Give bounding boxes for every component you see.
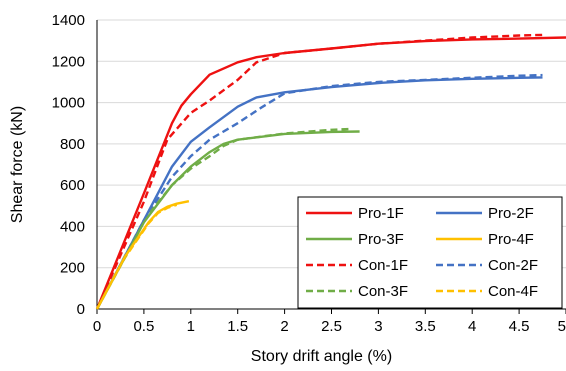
legend-label-pro-2f: Pro-2F [488,205,534,222]
x-tick-label: 4 [468,318,476,335]
x-tick-label: 0.5 [133,318,154,335]
x-tick-label: 1.5 [227,318,248,335]
y-tick-label: 0 [77,301,85,318]
y-tick-label: 800 [60,136,85,153]
y-tick-labels: 0 200 400 600 800 1000 1200 1400 [52,12,85,318]
legend-label-con-4f: Con-4F [488,283,538,300]
series-line-pro-3f [95,130,360,310]
series-line-pro-1f [95,36,566,310]
x-tick-labels: 0 0.5 1 1.5 2 2.5 3 3.5 4 4.5 5 [93,318,566,335]
x-tick-label: 2 [280,318,288,335]
legend-label-con-2f: Con-2F [488,257,538,274]
y-tick-label: 400 [60,218,85,235]
axes [96,20,566,314]
y-tick-label: 1000 [52,95,85,112]
x-tick-label: 1 [187,318,195,335]
y-tick-label: 1400 [52,12,85,29]
legend-box [297,196,563,309]
legend-label-pro-4f: Pro-4F [488,231,534,248]
legend-label-con-3f: Con-3F [358,283,408,300]
series-layer [95,33,566,310]
series-line-pro-2f [95,76,543,310]
series-line-pro-4f [95,200,190,310]
series-line-con-1f [95,33,543,310]
x-tick-label: 5 [558,318,566,335]
y-axis-label: Shear force (kN) [9,106,26,223]
legend-label-pro-1f: Pro-1F [358,205,404,222]
x-tick-label: 4.5 [509,318,530,335]
x-axis-label: Story drift angle (%) [251,348,392,365]
y-tick-label: 200 [60,260,85,277]
x-tick-label: 0 [93,318,101,335]
x-tick-label: 3.5 [415,318,436,335]
x-tick-label: 2.5 [321,318,342,335]
legend-label-con-1f: Con-1F [358,257,408,274]
legend: Pro-1F Pro-2F Pro-3F Pro-4F Con-1F Con-2F Con-… [297,196,563,309]
legend-label-pro-3f: Pro-3F [358,231,404,248]
y-tick-label: 1200 [52,53,85,70]
x-tick-label: 3 [374,318,382,335]
y-tick-label: 600 [60,177,85,194]
